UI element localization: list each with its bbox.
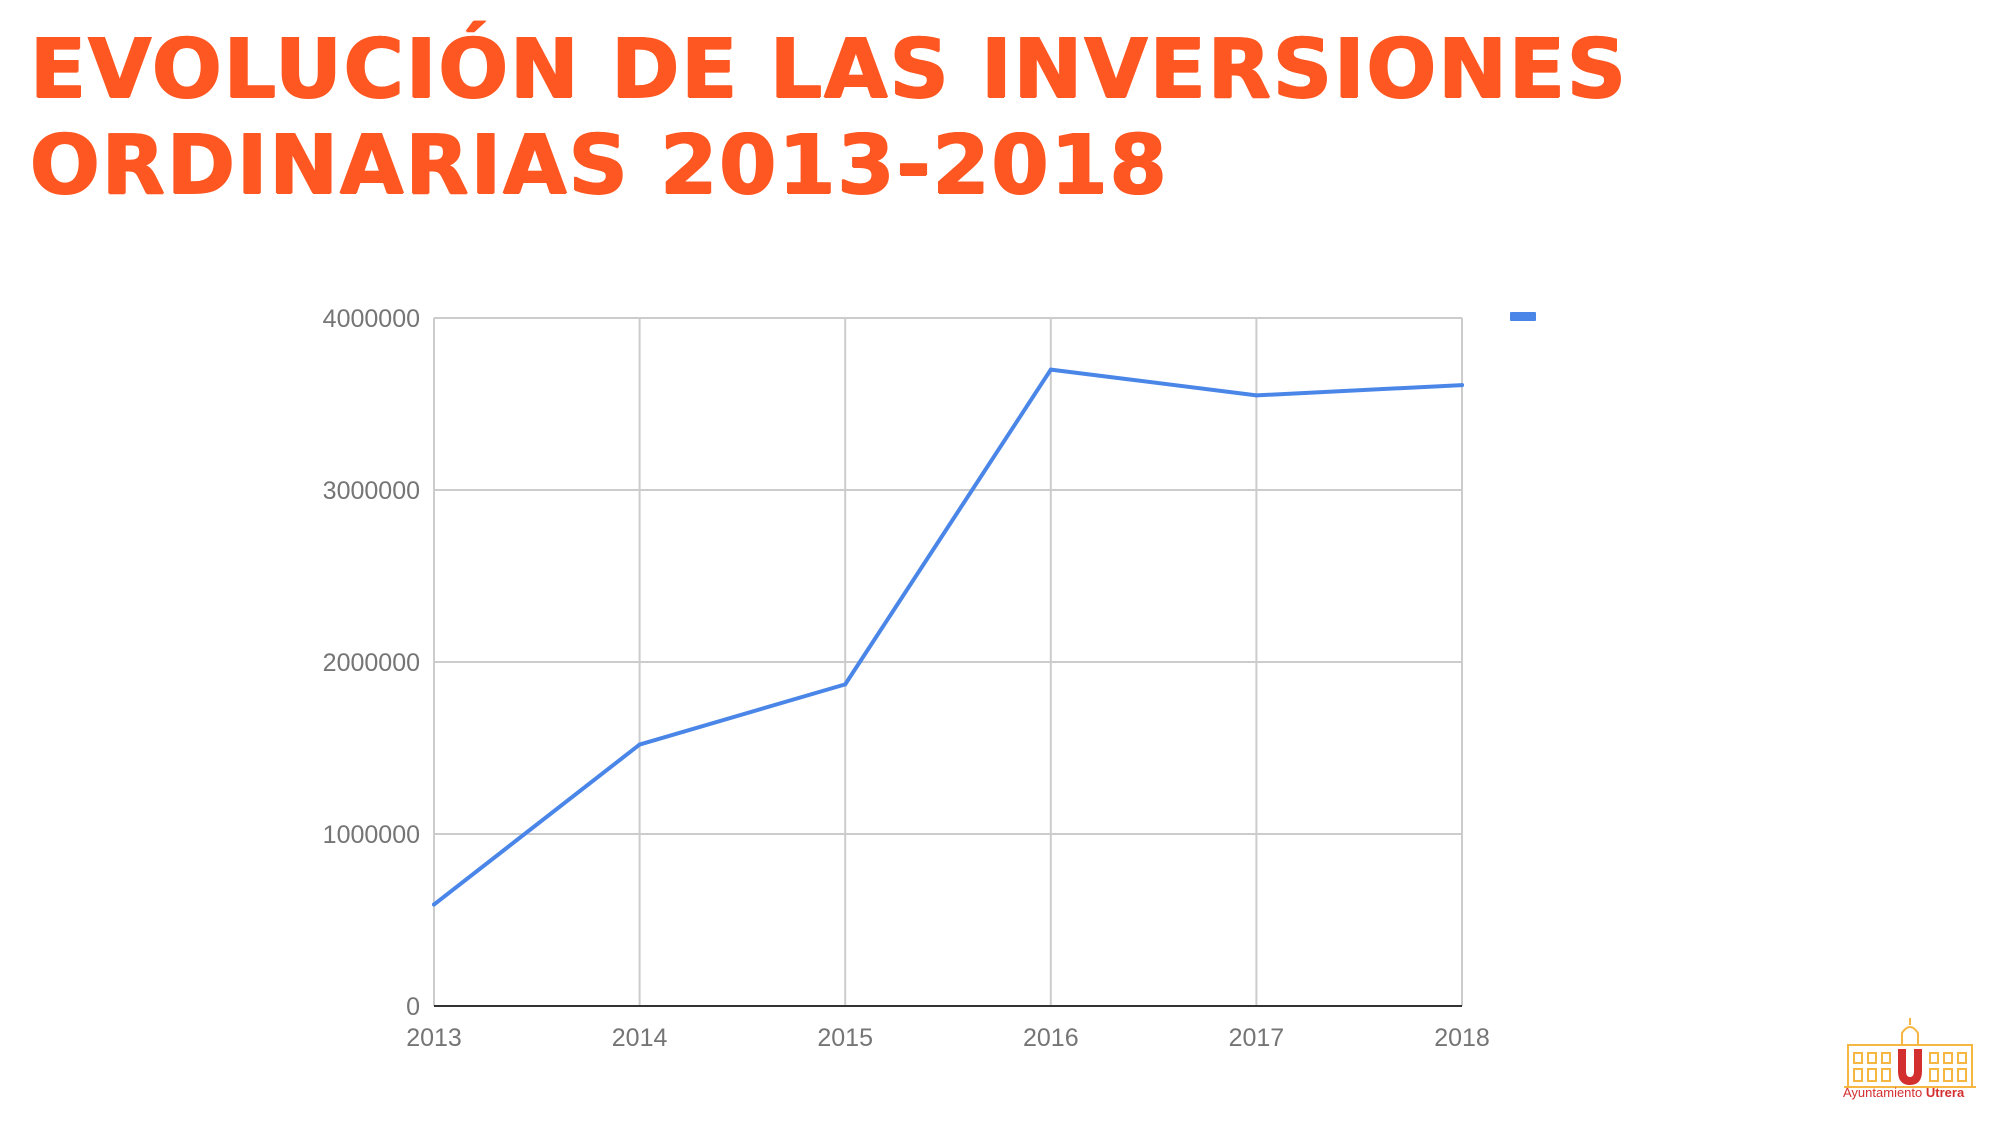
data-point [843, 682, 848, 687]
series-line [432, 367, 1464, 907]
page-title: EVOLUCIÓN DE LAS INVERSIONES ORDINARIAS … [30, 22, 1628, 214]
y-tick-label: 1000000 [323, 821, 420, 849]
chart-legend [1510, 312, 1536, 321]
data-point [432, 902, 436, 907]
ayuntamiento-logo [1844, 1018, 1976, 1088]
y-tick-label: 3000000 [323, 477, 420, 505]
logo-caption: Ayuntamiento Utrera [1843, 1085, 1964, 1100]
x-axis-tick-labels: 2013 2014 2015 2016 2017 2018 [406, 1024, 1490, 1052]
data-point [1048, 367, 1053, 372]
x-tick-label: 2014 [612, 1024, 668, 1052]
town-hall-icon [1844, 1018, 1976, 1088]
x-tick-label: 2013 [406, 1024, 462, 1052]
chart-series [432, 367, 1464, 907]
logo-caption-regular: Ayuntamiento [1843, 1085, 1926, 1100]
u-letter-icon [1898, 1049, 1922, 1085]
x-tick-label: 2016 [1023, 1024, 1079, 1052]
legend-swatch [1510, 312, 1536, 321]
chart-grid [433, 317, 1463, 1006]
x-tick-label: 2015 [817, 1024, 873, 1052]
data-point [637, 742, 642, 747]
x-tick-label: 2018 [1434, 1024, 1490, 1052]
page-title-line-1: EVOLUCIÓN DE LAS INVERSIONES [30, 22, 1628, 117]
data-point [1460, 383, 1464, 388]
y-tick-label: 0 [406, 993, 420, 1021]
x-tick-label: 2017 [1229, 1024, 1285, 1052]
data-point [1254, 393, 1259, 398]
y-axis-tick-labels: 0 1000000 2000000 3000000 4000000 [323, 305, 420, 1021]
y-tick-label: 2000000 [323, 649, 420, 677]
page-title-line-2: ORDINARIAS 2013-2018 [30, 118, 1169, 213]
logo-caption-bold: Utrera [1925, 1085, 1965, 1100]
y-tick-label: 4000000 [323, 305, 420, 333]
